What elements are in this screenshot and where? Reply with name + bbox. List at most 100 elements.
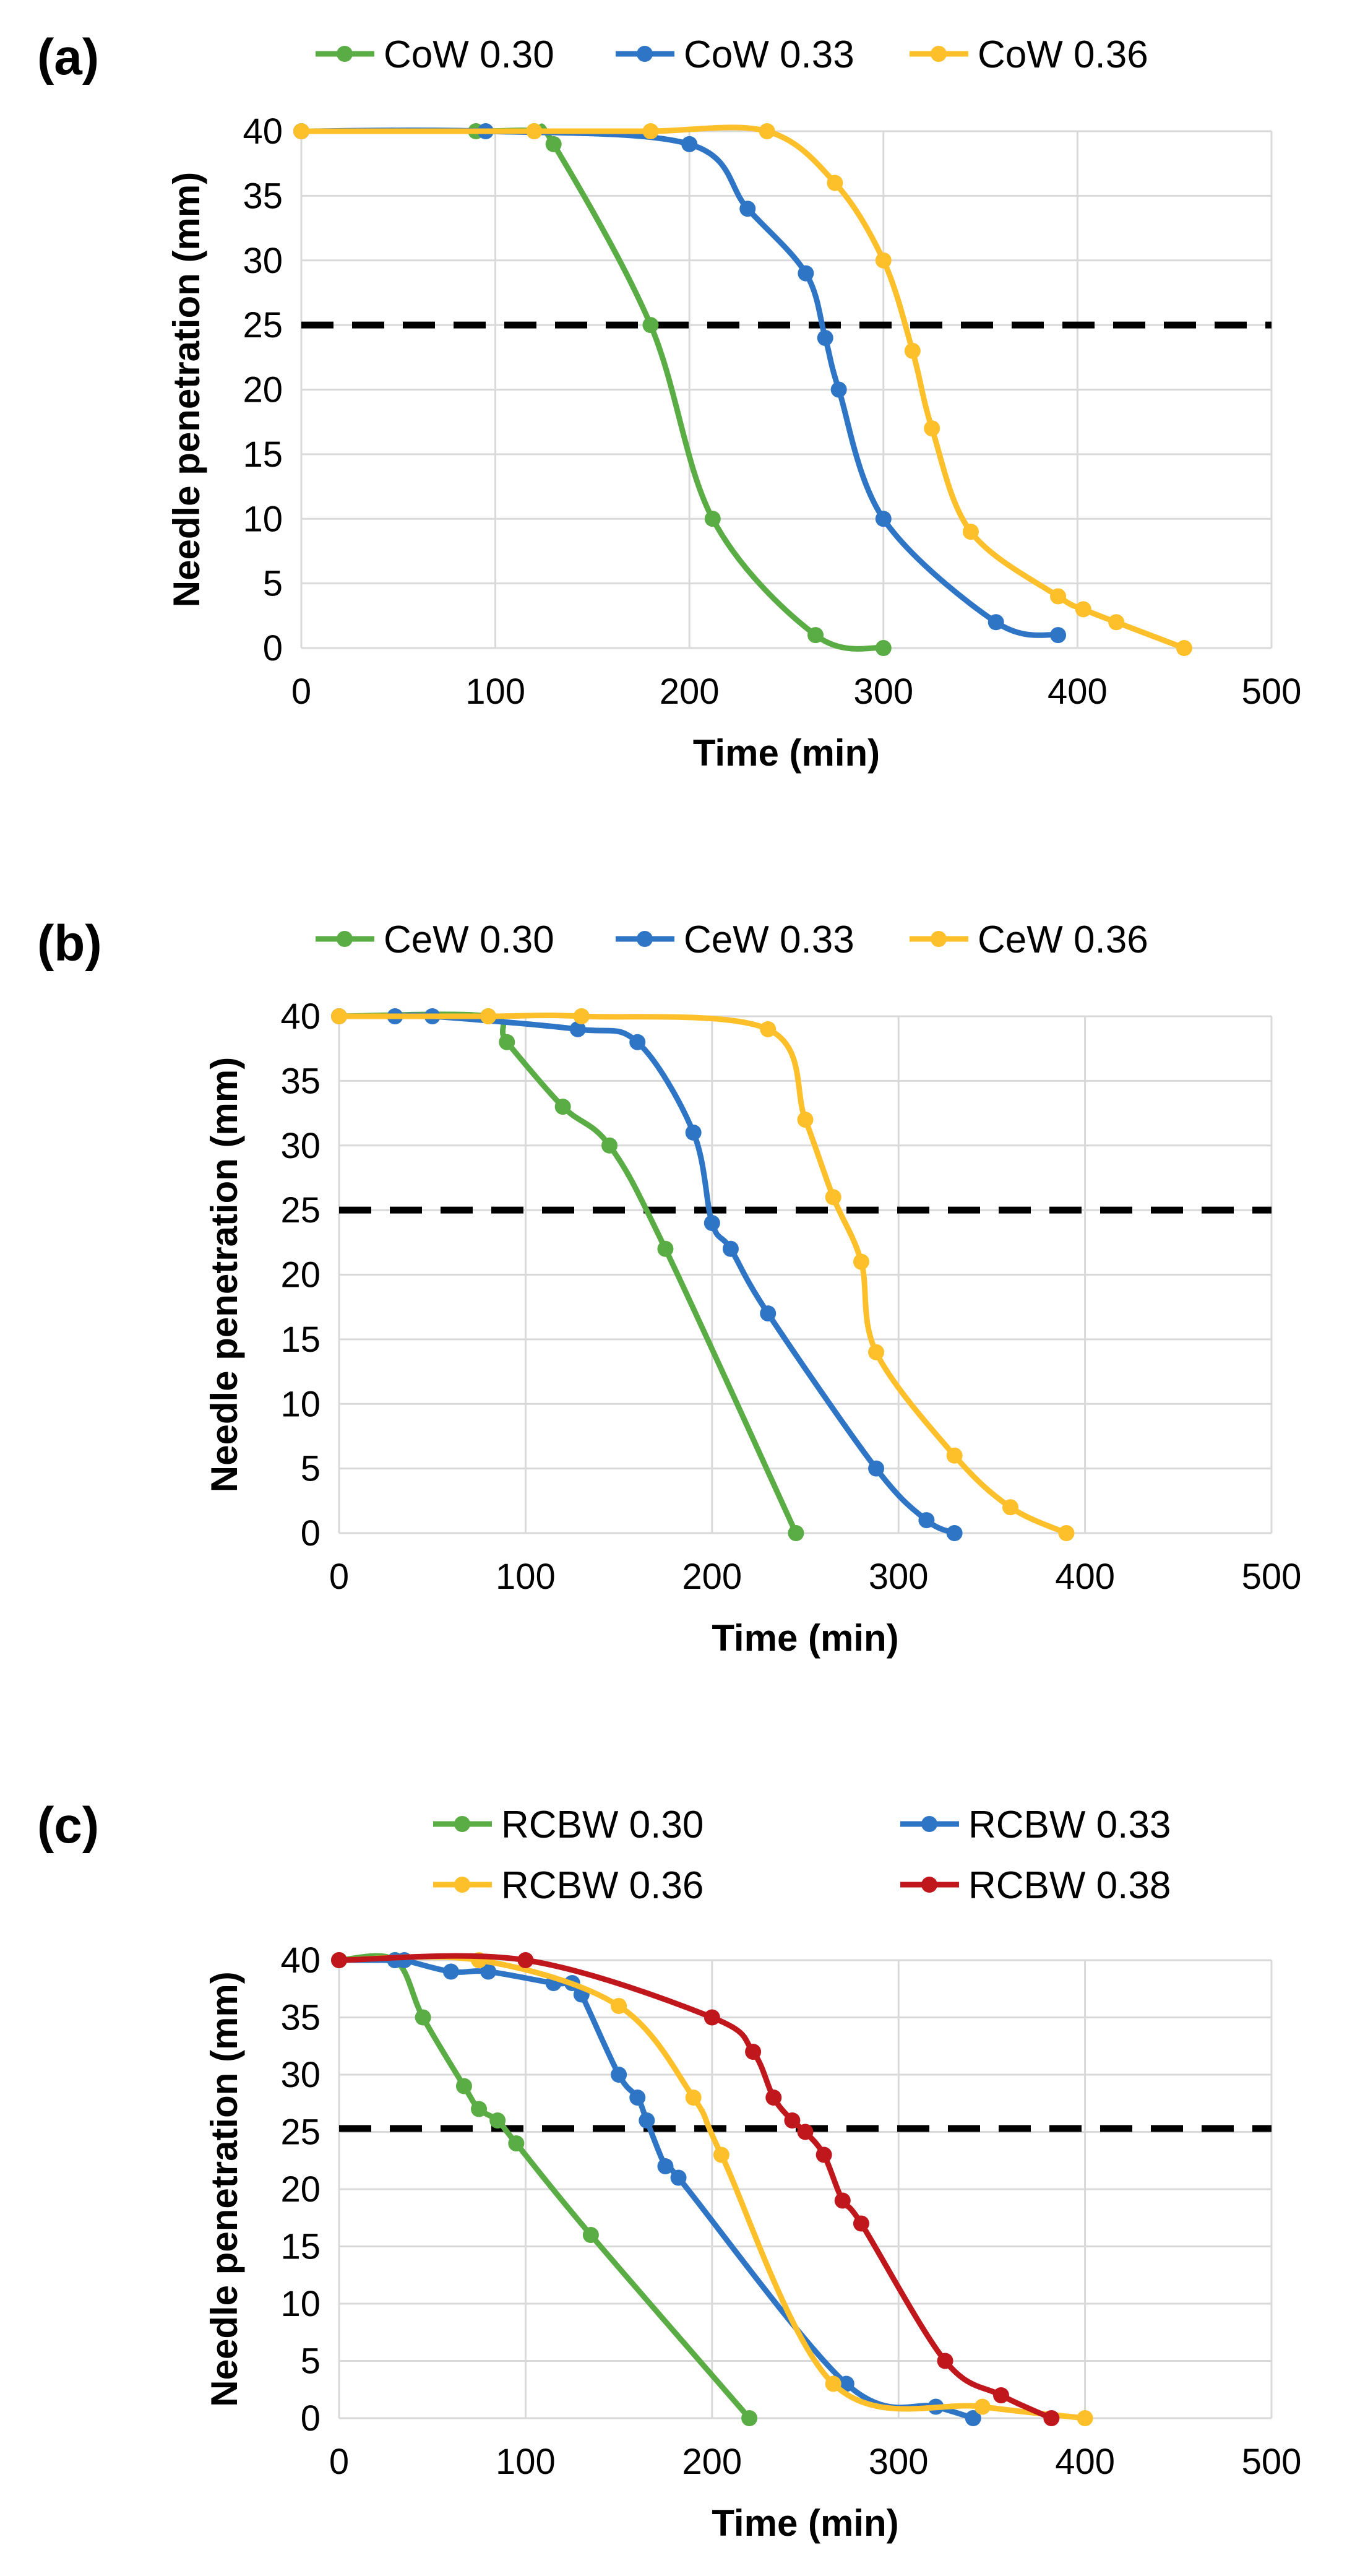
legend-marker xyxy=(921,1877,937,1893)
data-point xyxy=(875,640,892,656)
y-axis-title: Needle penetration (mm) xyxy=(166,172,207,607)
data-point xyxy=(629,1034,646,1050)
data-point xyxy=(760,1021,777,1037)
data-point xyxy=(817,330,833,346)
y-tick-label: 35 xyxy=(280,1061,321,1101)
y-tick-label: 40 xyxy=(280,996,321,1037)
data-point xyxy=(670,2169,687,2186)
data-point xyxy=(875,252,892,269)
data-point xyxy=(704,2009,720,2026)
y-tick-label: 25 xyxy=(280,1190,321,1230)
data-point xyxy=(657,2158,674,2174)
legend-item: RCBW 0.36 xyxy=(433,1864,704,1907)
x-tick-label: 500 xyxy=(1242,672,1302,712)
legend-marker xyxy=(637,931,653,947)
legend-marker xyxy=(931,46,947,62)
y-tick-label: 5 xyxy=(263,564,283,604)
data-point xyxy=(784,2112,801,2129)
data-point xyxy=(853,1253,869,1270)
data-point xyxy=(639,2112,655,2129)
y-tick-label: 0 xyxy=(263,628,283,668)
x-tick-label: 500 xyxy=(1242,1557,1302,1597)
data-point xyxy=(611,2067,627,2083)
series-line xyxy=(336,1953,1054,2421)
data-point xyxy=(508,2135,525,2151)
data-point xyxy=(293,123,309,139)
x-tick-label: 100 xyxy=(496,1557,556,1597)
y-tick-label: 35 xyxy=(280,1998,321,2038)
data-point xyxy=(946,1447,963,1464)
y-tick-label: 30 xyxy=(243,241,283,281)
legend-item: CoW 0.33 xyxy=(616,33,854,76)
y-tick-label: 15 xyxy=(280,2227,321,2267)
data-point xyxy=(741,2410,758,2426)
x-tick-label: 400 xyxy=(1055,2442,1115,2482)
legend-marker xyxy=(454,1816,470,1832)
panel-label: (c) xyxy=(37,1797,99,1854)
x-tick-label: 0 xyxy=(329,1557,349,1597)
legend-item: RCBW 0.30 xyxy=(433,1804,704,1846)
series-line xyxy=(298,127,1061,638)
x-tick-label: 0 xyxy=(329,2442,349,2482)
data-point xyxy=(760,1305,777,1322)
data-point xyxy=(573,1008,590,1024)
data-point xyxy=(480,1008,497,1024)
series-line xyxy=(336,1011,799,1536)
data-point xyxy=(797,1112,814,1128)
data-point xyxy=(582,2227,599,2243)
data-point xyxy=(807,627,824,644)
data-point xyxy=(569,1021,586,1037)
legend-item: CeW 0.36 xyxy=(910,918,1148,961)
data-point xyxy=(797,2124,814,2140)
data-point xyxy=(657,1240,674,1257)
data-point xyxy=(937,2353,953,2369)
data-point xyxy=(545,136,562,152)
data-point xyxy=(704,511,721,527)
y-tick-label: 10 xyxy=(243,499,283,539)
data-point xyxy=(1050,627,1067,644)
legend-label: CeW 0.33 xyxy=(684,918,854,961)
y-tick-label: 40 xyxy=(243,111,283,152)
series-rcbw-0-38 xyxy=(331,1952,1060,2426)
series-line xyxy=(298,124,1187,651)
x-tick-label: 200 xyxy=(660,672,720,712)
data-point xyxy=(601,1137,618,1154)
y-tick-label: 30 xyxy=(280,1126,321,1166)
y-tick-label: 35 xyxy=(243,176,283,216)
data-point xyxy=(554,1099,571,1115)
data-point xyxy=(825,1189,841,1206)
legend-marker xyxy=(337,46,353,62)
y-tick-label: 20 xyxy=(243,370,283,410)
x-tick-label: 500 xyxy=(1242,2442,1302,2482)
x-tick-label: 0 xyxy=(291,672,311,712)
data-point xyxy=(722,1240,739,1257)
y-tick-label: 5 xyxy=(301,1449,321,1489)
series-cew-0-36 xyxy=(331,1008,1075,1541)
y-tick-label: 15 xyxy=(280,1320,321,1360)
data-point xyxy=(489,2112,506,2129)
legend-marker xyxy=(337,931,353,947)
y-tick-label: 25 xyxy=(243,305,283,345)
data-point xyxy=(838,2375,854,2392)
series-line xyxy=(298,123,887,652)
legend-marker xyxy=(921,1816,937,1832)
legend-item: CoW 0.30 xyxy=(316,33,554,76)
y-tick-label: 10 xyxy=(280,2284,321,2324)
y-axis-title: Needle penetration (mm) xyxy=(204,1971,245,2406)
data-point xyxy=(875,511,892,527)
legend-label: RCBW 0.38 xyxy=(968,1864,1171,1907)
data-point xyxy=(974,2398,991,2415)
legend-item: CoW 0.36 xyxy=(910,33,1148,76)
data-point xyxy=(455,2078,472,2094)
data-point xyxy=(853,2215,869,2232)
panel-label: (a) xyxy=(37,29,99,85)
data-point xyxy=(415,2009,431,2026)
x-tick-label: 100 xyxy=(465,672,525,712)
data-point xyxy=(924,420,940,437)
y-tick-label: 5 xyxy=(301,2341,321,2382)
y-axis-title: Needle penetration (mm) xyxy=(204,1057,245,1492)
data-point xyxy=(946,1525,963,1541)
